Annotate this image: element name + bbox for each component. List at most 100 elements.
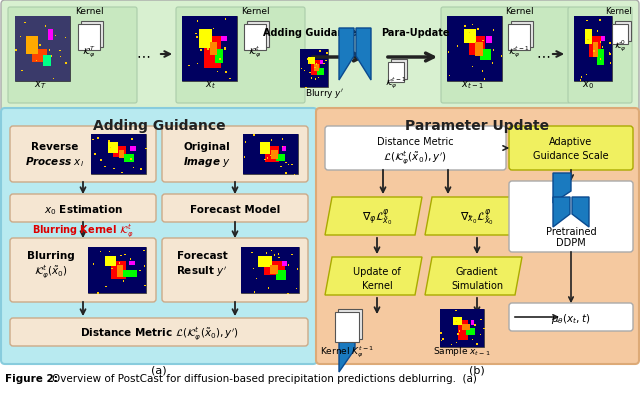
- Bar: [448, 52, 449, 54]
- Bar: [282, 147, 286, 151]
- Bar: [323, 64, 325, 65]
- Bar: [317, 78, 319, 79]
- Bar: [93, 263, 94, 265]
- Bar: [458, 321, 468, 340]
- Polygon shape: [339, 29, 354, 81]
- Bar: [144, 285, 146, 287]
- Bar: [317, 69, 324, 76]
- Text: Update of: Update of: [353, 266, 401, 276]
- Bar: [182, 17, 237, 82]
- Bar: [574, 17, 612, 82]
- Bar: [288, 265, 289, 266]
- Bar: [609, 53, 610, 55]
- Bar: [15, 17, 70, 82]
- Bar: [200, 50, 202, 52]
- Bar: [508, 25, 530, 51]
- Bar: [111, 261, 126, 279]
- Bar: [477, 29, 479, 30]
- Bar: [247, 22, 269, 48]
- Bar: [91, 135, 146, 174]
- Bar: [483, 328, 485, 330]
- Bar: [97, 292, 99, 294]
- Bar: [612, 25, 628, 45]
- Bar: [451, 344, 452, 345]
- Bar: [469, 32, 470, 34]
- Bar: [144, 265, 145, 267]
- Bar: [243, 135, 298, 174]
- Text: Kernel $K_\varphi^{t-1}$: Kernel $K_\varphi^{t-1}$: [320, 343, 374, 359]
- Bar: [484, 79, 485, 81]
- FancyBboxPatch shape: [162, 239, 308, 302]
- Bar: [492, 63, 493, 65]
- Bar: [94, 154, 95, 155]
- Bar: [253, 135, 255, 136]
- Bar: [123, 281, 124, 282]
- Text: $\mathcal{K}_\varphi^{t-1}$: $\mathcal{K}_\varphi^{t-1}$: [508, 44, 530, 60]
- Bar: [441, 340, 442, 341]
- Bar: [31, 49, 47, 63]
- Bar: [42, 56, 51, 67]
- Bar: [24, 23, 26, 24]
- Text: $\mu_\theta(x_t, t)$: $\mu_\theta(x_t, t)$: [551, 311, 591, 325]
- Bar: [15, 17, 70, 82]
- Bar: [108, 141, 110, 142]
- FancyBboxPatch shape: [10, 194, 156, 223]
- Bar: [596, 49, 604, 66]
- Bar: [52, 79, 54, 80]
- Bar: [131, 159, 132, 160]
- Bar: [311, 61, 321, 75]
- Bar: [602, 47, 604, 49]
- Bar: [269, 155, 271, 157]
- Bar: [196, 21, 198, 23]
- Bar: [388, 63, 404, 83]
- Text: Forecast: Forecast: [177, 250, 227, 260]
- Bar: [593, 51, 595, 53]
- Bar: [449, 76, 450, 77]
- FancyBboxPatch shape: [1, 1, 639, 114]
- Bar: [305, 87, 307, 89]
- Bar: [453, 317, 462, 325]
- Text: $\nabla_{\tilde{x}_0} \mathcal{L}^{\varphi}_{\tilde{x}_0}$: $\nabla_{\tilde{x}_0} \mathcal{L}^{\varp…: [460, 207, 494, 227]
- FancyBboxPatch shape: [509, 303, 633, 331]
- Text: Process $x_l$: Process $x_l$: [26, 155, 84, 168]
- Bar: [580, 80, 581, 81]
- Bar: [259, 257, 272, 267]
- Bar: [225, 19, 226, 21]
- Text: Distance Metric: Distance Metric: [377, 137, 453, 147]
- Bar: [259, 143, 270, 155]
- Bar: [140, 169, 141, 170]
- Bar: [609, 43, 611, 45]
- Text: $\mathcal{L}(\mathcal{K}_\varphi^t(\tilde{x}_0), y')$: $\mathcal{L}(\mathcal{K}_\varphi^t(\tild…: [383, 149, 447, 166]
- Bar: [291, 254, 292, 256]
- Text: Parameter Update: Parameter Update: [405, 119, 549, 133]
- FancyBboxPatch shape: [10, 318, 308, 346]
- Bar: [474, 324, 476, 326]
- Bar: [610, 63, 611, 65]
- Bar: [51, 56, 52, 57]
- Bar: [45, 26, 46, 28]
- FancyBboxPatch shape: [441, 8, 570, 104]
- Bar: [314, 68, 316, 69]
- Bar: [300, 50, 328, 88]
- Text: $\mathcal{K}_\varphi^t$: $\mathcal{K}_\varphi^t$: [248, 44, 262, 60]
- Bar: [316, 64, 317, 66]
- Bar: [467, 328, 476, 335]
- Bar: [123, 270, 137, 278]
- Text: Distance Metric $\mathcal{L}(\mathcal{K}_\varphi^t(\tilde{x}_0), y')$: Distance Metric $\mathcal{L}(\mathcal{K}…: [79, 324, 238, 342]
- Bar: [480, 49, 491, 61]
- FancyBboxPatch shape: [176, 8, 305, 104]
- Bar: [213, 28, 214, 30]
- Bar: [39, 45, 41, 47]
- Bar: [109, 251, 110, 253]
- Bar: [278, 254, 280, 255]
- Bar: [326, 53, 328, 55]
- Bar: [270, 266, 278, 274]
- Bar: [251, 252, 253, 254]
- Bar: [587, 40, 589, 41]
- Bar: [221, 36, 227, 42]
- Text: Kernel: Kernel: [241, 8, 269, 16]
- Bar: [309, 63, 310, 65]
- Bar: [113, 147, 126, 158]
- Text: Image $y$: Image $y$: [183, 155, 231, 168]
- Bar: [459, 330, 460, 332]
